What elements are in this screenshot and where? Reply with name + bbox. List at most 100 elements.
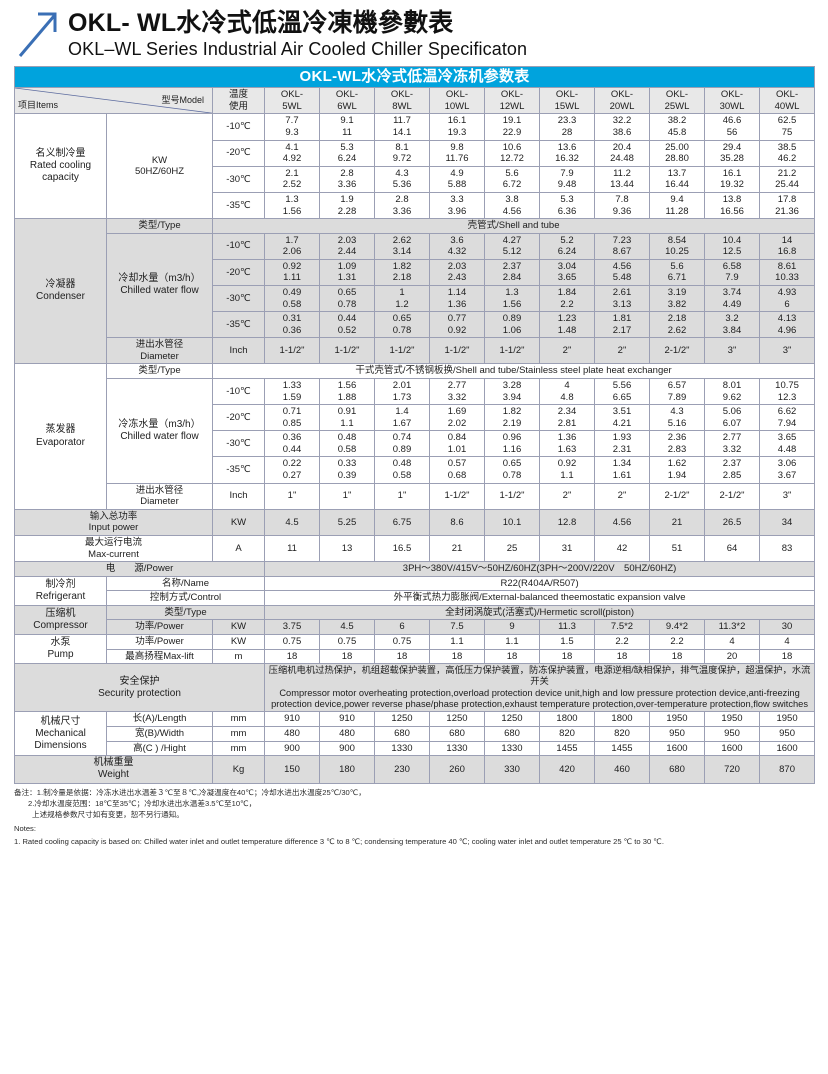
evap--20-12wl: 1.82 2.19: [484, 404, 540, 432]
cond-dia-20wl: 2": [594, 337, 650, 365]
cond--20-8wl: 1.82 2.18: [374, 258, 430, 286]
evap--35-8wl: 0.48 0.58: [374, 456, 430, 484]
cond--10-20wl: 7.23 8.67: [594, 232, 650, 260]
model-col-15wl: OKL- 15WL: [539, 87, 595, 115]
length-6wl: 910: [319, 711, 375, 728]
weight-6wl: 180: [319, 755, 375, 784]
cond--30-25wl: 3.19 3.82: [649, 284, 705, 313]
model-col-5wl: OKL- 5WL: [264, 87, 320, 115]
evap--35-6wl: 0.33 0.39: [319, 456, 375, 484]
max-current-25wl: 51: [649, 534, 705, 563]
pump-lift-8wl: 18: [374, 648, 430, 665]
pump-lift-30wl: 20: [704, 648, 760, 665]
input-power-row: 输入总功率 Input power KW 4.5 5.25 6.75 8.6 1…: [14, 508, 816, 536]
pump-lift-6wl: 18: [319, 648, 375, 665]
cond-dia-12wl: 1-1/2": [484, 337, 540, 365]
weight-5wl: 150: [264, 755, 320, 784]
cond--10-12wl: 4.27 5.12: [484, 232, 540, 260]
rated--35-5wl: 1.3 1.56: [264, 191, 320, 220]
rated--35-6wl: 1.9 2.28: [319, 191, 375, 220]
compressor-power-5wl: 3.75: [264, 619, 320, 635]
pump-lift-40wl: 18: [758, 648, 816, 665]
rated--20-8wl: 8.1 9.72: [374, 139, 430, 167]
evaporator-diameter-label: 进出水管径 Diameter: [106, 482, 213, 510]
security-text-en: Compressor motor overheating protection,…: [271, 687, 809, 710]
length-12wl: 1250: [484, 711, 540, 728]
header-temperature: 温度 使用: [212, 87, 265, 115]
model-col-8wl: OKL- 8WL: [374, 87, 430, 115]
cond-dia-10wl: 1-1/2": [429, 337, 485, 365]
rated--10-30wl: 46.6 56: [704, 113, 760, 141]
condenser-temp--20: -20℃: [212, 258, 265, 286]
rated--30-8wl: 4.3 5.36: [374, 165, 430, 193]
compressor-type-label: 类型/Type: [106, 604, 265, 621]
pump-power-unit: KW: [212, 634, 265, 650]
section-label-evaporator: 蒸发器 Evaporator: [14, 363, 107, 510]
weight-40wl: 870: [758, 755, 816, 784]
cond--30-15wl: 1.84 2.2: [539, 284, 595, 313]
evap--35-30wl: 2.37 2.85: [704, 456, 760, 484]
length-8wl: 1250: [374, 711, 430, 728]
section-label-dimensions: 机械尺寸 Mechanical Dimensions: [14, 711, 107, 757]
width-20wl: 820: [594, 726, 650, 742]
dimension-unit-length: mm: [212, 711, 265, 728]
cond--20-15wl: 3.04 3.65: [539, 258, 595, 286]
weight-15wl: 420: [539, 755, 595, 784]
evap--30-10wl: 0.84 1.01: [429, 430, 485, 458]
evaporator-type-value: 干式壳管式/不锈钢板换/Shell and tube/Stainless ste…: [211, 363, 816, 380]
cond--30-6wl: 0.65 0.78: [319, 284, 375, 313]
evap--10-5wl: 1.33 1.59: [264, 378, 320, 406]
refrigerant-control-value: 外平衡式热力膨胀阀/External-balanced theemostatic…: [263, 590, 816, 606]
model-col-25wl: OKL- 25WL: [649, 87, 705, 115]
condenser-diameter-unit: Inch: [212, 337, 265, 365]
model-col-30wl: OKL- 30WL: [704, 87, 760, 115]
compressor-power-8wl: 6: [374, 619, 430, 635]
model-col-12wl: OKL- 12WL: [484, 87, 540, 115]
cond--35-8wl: 0.65 0.78: [374, 311, 430, 339]
cond--30-5wl: 0.49 0.58: [264, 284, 320, 313]
height-15wl: 1455: [539, 740, 595, 757]
condenser-flow-label: 冷却水量（m3/h） Chilled water flow: [106, 232, 213, 339]
cond-dia-15wl: 2": [539, 337, 595, 365]
dimension-row-height: 高(C ) /Hight mm 900 900 1330 1330 1330 1…: [15, 740, 816, 757]
evap--30-5wl: 0.36 0.44: [264, 430, 320, 458]
rated--35-15wl: 5.3 6.36: [539, 191, 595, 220]
evaporator-type-label: 类型/Type: [106, 363, 213, 380]
width-30wl: 950: [704, 726, 760, 742]
cond--35-12wl: 0.89 1.06: [484, 311, 540, 339]
evap--30-25wl: 2.36 2.83: [649, 430, 705, 458]
length-30wl: 1950: [704, 711, 760, 728]
input-power-8wl: 6.75: [374, 508, 430, 536]
pump-power-12wl: 1.1: [484, 634, 540, 650]
rated-unit: KW 50HZ/60HZ: [106, 113, 213, 220]
max-current-8wl: 16.5: [374, 534, 430, 563]
compressor-power-15wl: 11.3: [539, 619, 595, 635]
cond--20-5wl: 0.92 1.11: [264, 258, 320, 286]
evaporator-temp--20: -20℃: [212, 404, 265, 432]
cond--35-6wl: 0.44 0.52: [319, 311, 375, 339]
width-25wl: 950: [649, 726, 705, 742]
pump-power-10wl: 1.1: [429, 634, 485, 650]
height-5wl: 900: [264, 740, 320, 757]
evap-dia-10wl: 1-1/2": [429, 482, 485, 510]
evap--20-20wl: 3.51 4.21: [594, 404, 650, 432]
pump-power-6wl: 0.75: [319, 634, 375, 650]
evap-dia-15wl: 2": [539, 482, 595, 510]
cond--10-40wl: 14 16.8: [758, 232, 816, 260]
evap--35-15wl: 0.92 1.1: [539, 456, 595, 484]
cond-dia-6wl: 1-1/2": [319, 337, 375, 365]
length-25wl: 1950: [649, 711, 705, 728]
max-current-40wl: 83: [758, 534, 816, 563]
length-10wl: 1250: [429, 711, 485, 728]
rated--35-10wl: 3.3 3.96: [429, 191, 485, 220]
input-power-40wl: 34: [758, 508, 816, 536]
height-40wl: 1600: [758, 740, 816, 757]
length-15wl: 1800: [539, 711, 595, 728]
height-30wl: 1600: [704, 740, 760, 757]
rated--35-40wl: 17.8 21.36: [758, 191, 816, 220]
height-6wl: 900: [319, 740, 375, 757]
cond--10-30wl: 10.4 12.5: [704, 232, 760, 260]
rated--35-20wl: 7.8 9.36: [594, 191, 650, 220]
evaporator-temp--10: -10℃: [212, 378, 265, 406]
evap--10-10wl: 2.77 3.32: [429, 378, 485, 406]
